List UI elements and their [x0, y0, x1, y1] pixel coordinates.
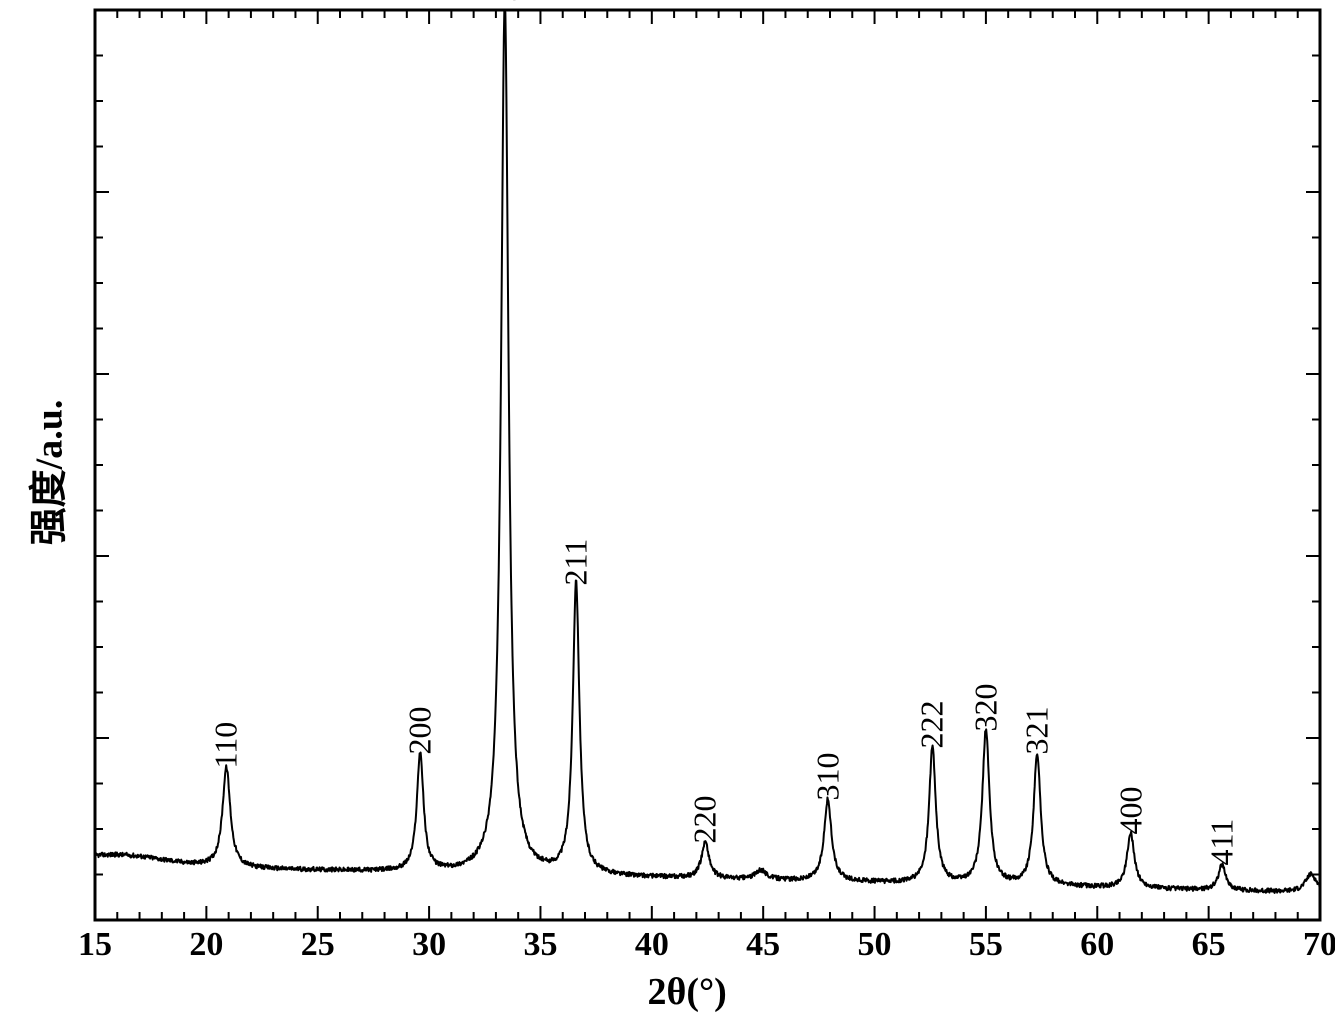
x-tick-label: 45: [733, 926, 793, 964]
peak-label: 200: [402, 665, 439, 755]
xrd-chart: 强度/a.u. 2θ(°) 15 20 25 30 35 40 45 50 55 60 65 70 11…: [0, 0, 1335, 1023]
x-tick-label: 20: [176, 926, 236, 964]
peak-label: 222: [914, 658, 951, 748]
y-axis-label: 强度/a.u.: [18, 373, 73, 573]
peak-label: 400: [1112, 744, 1149, 834]
peak-label: 320: [967, 641, 1004, 731]
x-tick-label: 15: [65, 926, 125, 964]
x-tick-label: 50: [845, 926, 905, 964]
peak-label: 411: [1204, 776, 1241, 866]
peak-label: 211: [558, 495, 595, 585]
x-tick-label: 60: [1067, 926, 1127, 964]
x-tick-label: 70: [1290, 926, 1335, 964]
chart-svg: [0, 0, 1335, 1023]
x-tick-label: 55: [956, 926, 1016, 964]
x-tick-label: 40: [622, 926, 682, 964]
peak-label: 220: [687, 753, 724, 843]
x-tick-label: 35: [510, 926, 570, 964]
x-tick-label: 25: [288, 926, 348, 964]
x-tick-label: 30: [399, 926, 459, 964]
peak-label: 210: [486, 0, 523, 1]
peak-label: 110: [208, 679, 245, 769]
peak-label: 310: [809, 710, 846, 800]
x-axis-label: 2θ(°): [648, 970, 727, 1014]
x-tick-label: 65: [1179, 926, 1239, 964]
peak-label: 321: [1019, 665, 1056, 755]
